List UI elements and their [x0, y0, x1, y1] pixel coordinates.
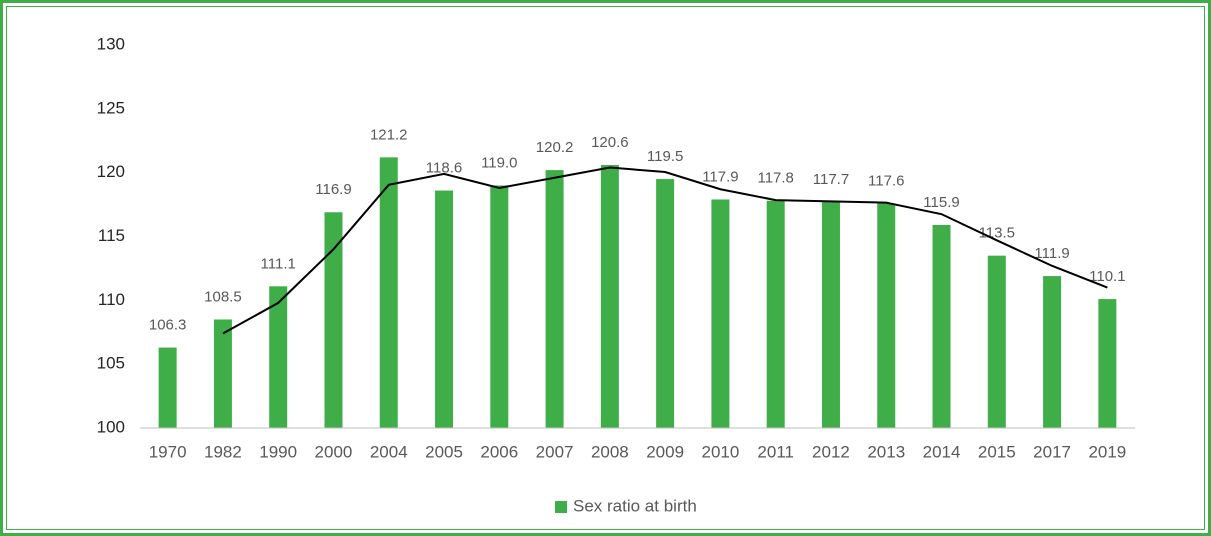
x-tick-label: 2007: [536, 442, 574, 461]
value-label: 108.5: [204, 288, 242, 305]
value-label: 116.9: [315, 181, 351, 198]
value-label: 115.9: [923, 194, 959, 211]
x-tick-label: 2004: [370, 442, 408, 461]
x-tick-label: 2014: [923, 442, 961, 461]
bar: [656, 179, 675, 428]
x-tick-label: 2017: [1033, 442, 1071, 461]
bar: [545, 170, 564, 428]
bar: [987, 255, 1006, 428]
bar: [766, 200, 785, 428]
x-tick-label: 2015: [978, 442, 1016, 461]
value-label: 121.2: [370, 126, 408, 143]
x-tick-label: 2019: [1088, 442, 1126, 461]
y-tick-label: 130: [97, 34, 125, 53]
trend-line: [222, 166, 1108, 335]
bar: [1043, 276, 1062, 428]
bar: [1098, 299, 1117, 428]
value-label: 117.6: [868, 172, 904, 189]
value-label: 110.1: [1089, 268, 1125, 285]
value-label: 106.3: [149, 317, 187, 334]
y-tick-label: 115: [98, 226, 125, 245]
x-tick-label: 1982: [204, 442, 242, 461]
value-label: 117.7: [813, 171, 849, 188]
y-tick-label: 100: [97, 417, 125, 436]
bar: [158, 347, 177, 428]
value-label: 118.6: [426, 160, 462, 177]
legend-label: Sex ratio at birth: [573, 496, 697, 515]
value-label: 119.5: [647, 148, 683, 165]
value-label: 111.1: [261, 255, 296, 272]
y-tick-label: 105: [97, 354, 125, 373]
x-tick-label: 2012: [812, 442, 850, 461]
value-label: 111.9: [1034, 245, 1069, 262]
x-tick-label: 1990: [259, 442, 297, 461]
x-tick-label: 2011: [757, 442, 794, 461]
y-tick-label: 125: [97, 98, 125, 117]
bar: [324, 212, 343, 428]
value-label: 120.6: [591, 134, 629, 151]
bar: [490, 185, 509, 428]
x-tick-label: 2010: [702, 442, 740, 461]
value-label: 113.5: [979, 225, 1015, 242]
x-tick-label: 2000: [315, 442, 353, 461]
bar: [600, 165, 619, 429]
x-tick-label: 2005: [425, 442, 463, 461]
bar: [213, 319, 232, 428]
bar: [435, 190, 454, 428]
y-tick-label: 110: [98, 290, 125, 309]
inner-frame: [6, 6, 1205, 530]
value-label: 117.8: [757, 170, 793, 187]
bar: [711, 199, 730, 428]
bar: [821, 202, 840, 428]
x-tick-label: 2008: [591, 442, 629, 461]
bar: [379, 157, 398, 428]
bar: [269, 286, 288, 428]
value-label: 117.9: [702, 168, 738, 185]
x-tick-label: 2013: [867, 442, 905, 461]
x-tick-label: 2009: [646, 442, 684, 461]
x-tick-label: 1970: [149, 442, 187, 461]
y-tick-label: 120: [97, 162, 125, 181]
value-label: 119.0: [481, 154, 517, 171]
x-tick-label: 2006: [480, 442, 518, 461]
value-label: 120.2: [536, 139, 574, 156]
bar: [932, 225, 951, 428]
bar: [877, 203, 896, 428]
legend-swatch: [555, 501, 567, 513]
